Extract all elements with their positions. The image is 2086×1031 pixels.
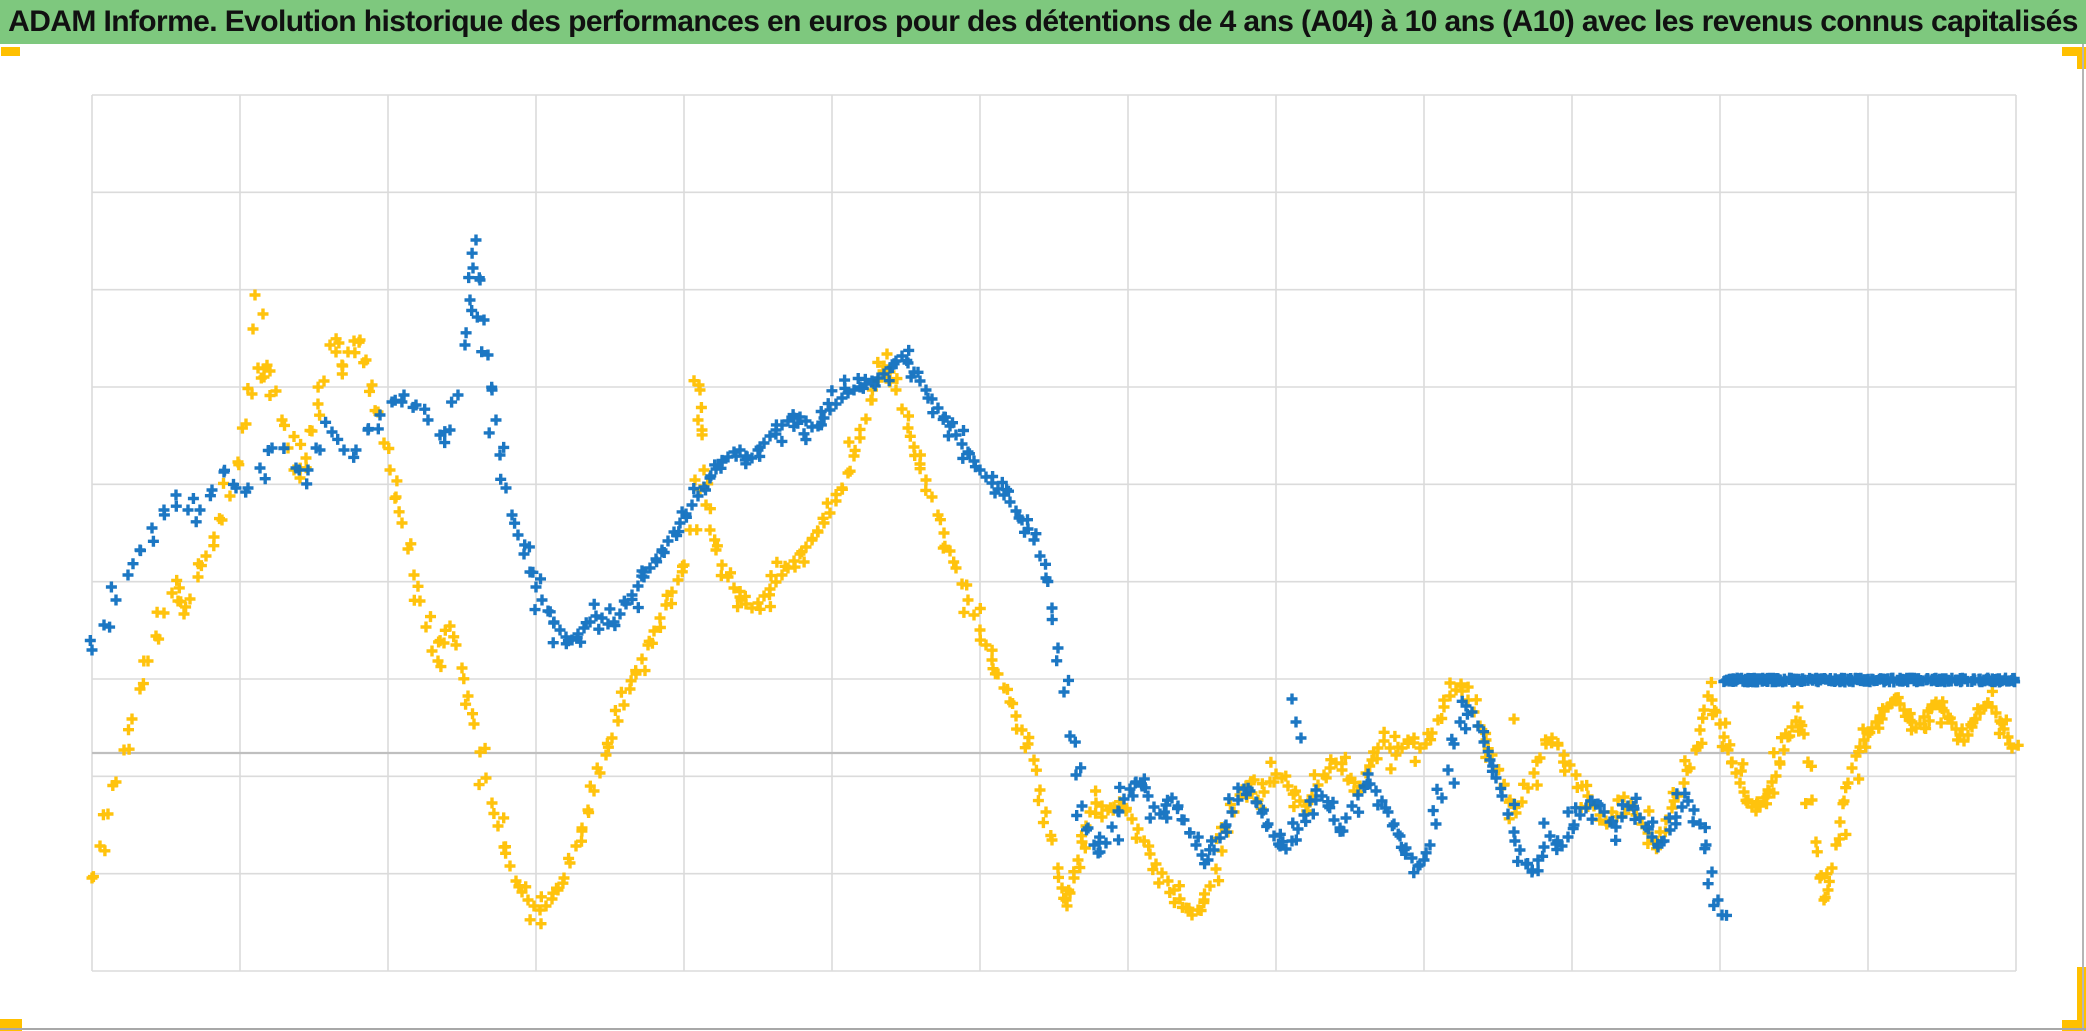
right-edge-divider xyxy=(2082,44,2084,1031)
corner-mark-bottom-right xyxy=(2062,1020,2086,1031)
corner-mark-bottom-right-arm xyxy=(2077,967,2086,1031)
bottom-edge-divider xyxy=(0,1028,2086,1030)
scatter-series-blue xyxy=(84,234,2021,921)
title-bar: ADAM Informe. Evolution historique des p… xyxy=(0,0,2086,44)
corner-mark-top-right xyxy=(2062,47,2086,56)
page-title: ADAM Informe. Evolution historique des p… xyxy=(8,5,2078,38)
corner-mark-top-left xyxy=(1,47,20,56)
gridlines xyxy=(91,94,2017,972)
corner-mark-top-right-arm xyxy=(2077,47,2086,69)
